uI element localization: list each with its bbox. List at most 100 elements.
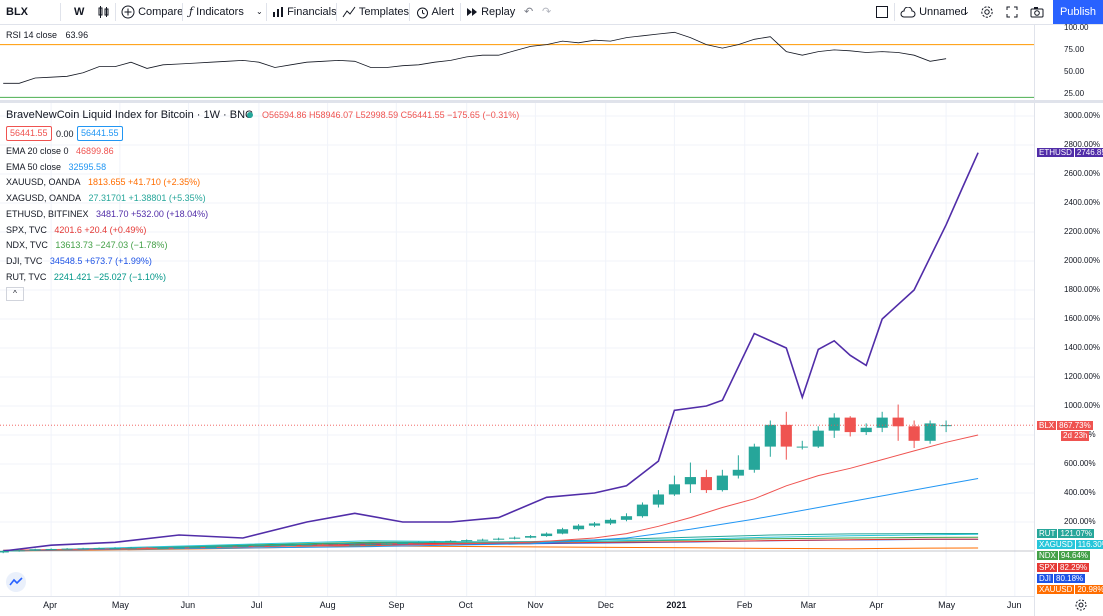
candle-body[interactable]: [892, 417, 904, 427]
candle-body[interactable]: [940, 425, 952, 427]
legend-row[interactable]: ETHUSD, BITFINEX 3481.70 +532.00 (+18.04…: [6, 209, 208, 219]
series-line-ethusd[interactable]: [3, 152, 979, 552]
redo-icon[interactable]: ↷: [542, 6, 552, 18]
candle-body[interactable]: [620, 516, 633, 520]
candle-body[interactable]: [604, 519, 617, 524]
financials-button[interactable]: Financials: [272, 0, 337, 24]
legend-row[interactable]: EMA 50 close 32595.58: [6, 162, 106, 172]
undo-icon[interactable]: ↶: [524, 6, 534, 18]
candle-body[interactable]: [780, 424, 792, 447]
candle-body[interactable]: [429, 541, 441, 543]
candle-body[interactable]: [397, 543, 409, 545]
interval-button[interactable]: W: [74, 6, 85, 18]
candle-body[interactable]: [349, 544, 361, 546]
candle-body[interactable]: [317, 544, 329, 546]
symbol-search[interactable]: BLX: [6, 6, 28, 18]
candle-body[interactable]: [748, 446, 760, 470]
legend-row[interactable]: EMA 20 close 0 46899.86: [6, 146, 114, 156]
sell-price-box[interactable]: 56441.55: [6, 126, 52, 141]
candle-body[interactable]: [445, 540, 457, 542]
candle-body[interactable]: [45, 548, 57, 550]
chart-style-icon[interactable]: [98, 0, 110, 24]
candle-body[interactable]: [716, 475, 728, 491]
candle-body[interactable]: [524, 536, 537, 538]
candle-body[interactable]: [700, 477, 712, 491]
indicators-button[interactable]: ƒ Indicators: [189, 0, 244, 24]
candle-body[interactable]: [828, 417, 840, 431]
tradingview-logo[interactable]: [6, 572, 26, 592]
candle-body[interactable]: [509, 537, 521, 539]
publish-button[interactable]: Publish: [1053, 0, 1103, 24]
candle-body[interactable]: [876, 417, 888, 428]
candle-body[interactable]: [13, 550, 25, 552]
candle-body[interactable]: [29, 549, 41, 551]
candle-body[interactable]: [668, 484, 681, 495]
candle-body[interactable]: [0, 551, 9, 553]
legend-row[interactable]: RUT, TVC 2241.421 −25.027 (−1.10%): [6, 272, 166, 282]
candle-body[interactable]: [540, 533, 553, 537]
fullscreen-icon[interactable]: [1006, 0, 1018, 24]
series-line-ndx[interactable]: [3, 536, 979, 552]
collapse-legend-button[interactable]: ^: [6, 287, 24, 301]
candle-body[interactable]: [221, 546, 233, 548]
candle-body[interactable]: [764, 424, 776, 447]
candle-body[interactable]: [285, 544, 297, 546]
candle-body[interactable]: [205, 546, 217, 548]
chevron-down-icon[interactable]: ⌄: [256, 7, 263, 16]
series-line-rut[interactable]: [3, 533, 979, 552]
fullscreen-square-icon[interactable]: [876, 0, 888, 24]
candle-body[interactable]: [812, 430, 824, 447]
candle-body[interactable]: [477, 539, 489, 541]
candle-body[interactable]: [924, 423, 936, 441]
legend-row[interactable]: XAUUSD, OANDA 1813.655 +41.710 (+2.35%): [6, 177, 200, 187]
candle-body[interactable]: [572, 525, 585, 530]
series-line-ema-50[interactable]: [3, 478, 979, 551]
templates-button[interactable]: Templates: [342, 0, 409, 24]
candle-body[interactable]: [237, 545, 249, 547]
candle-body[interactable]: [588, 523, 601, 526]
candle-body[interactable]: [125, 547, 137, 549]
candle-body[interactable]: [381, 543, 393, 545]
legend-row[interactable]: NDX, TVC 13613.73 −247.03 (−1.78%): [6, 240, 167, 250]
candle-body[interactable]: [908, 426, 920, 441]
compare-button[interactable]: Compare: [121, 0, 183, 24]
candle-body[interactable]: [461, 540, 473, 542]
candle-body[interactable]: [365, 544, 377, 546]
candle-body[interactable]: [796, 446, 808, 448]
candle-body[interactable]: [493, 538, 505, 540]
candle-body[interactable]: [556, 529, 569, 534]
candle-body[interactable]: [189, 547, 201, 549]
candle-body[interactable]: [301, 544, 313, 546]
camera-icon[interactable]: [1030, 0, 1044, 24]
candle-body[interactable]: [93, 548, 105, 550]
candle-body[interactable]: [61, 548, 73, 550]
settings-icon[interactable]: [1074, 598, 1088, 612]
candle-body[interactable]: [684, 477, 696, 485]
gear-icon[interactable]: [980, 0, 994, 24]
candle-body[interactable]: [844, 417, 856, 433]
candle-body[interactable]: [109, 548, 121, 550]
layout-button[interactable]: Unnamed: [900, 0, 967, 24]
legend-row[interactable]: DJI, TVC 34548.5 +673.7 (+1.99%): [6, 256, 152, 266]
candle-body[interactable]: [636, 504, 649, 517]
replay-button[interactable]: Replay: [466, 0, 515, 24]
pane-divider[interactable]: [0, 100, 1103, 103]
candle-body[interactable]: [253, 545, 265, 547]
candle-body[interactable]: [141, 547, 153, 549]
rsi-line[interactable]: [3, 31, 947, 84]
candle-body[interactable]: [652, 494, 665, 505]
candle-body[interactable]: [269, 545, 281, 547]
legend-row[interactable]: XAGUSD, OANDA 27.31701 +1.38801 (+5.35%): [6, 193, 206, 203]
legend-row[interactable]: SPX, TVC 4201.6 +20.4 (+0.49%): [6, 225, 146, 235]
series-line-ema-20[interactable]: [3, 434, 979, 551]
candle-body[interactable]: [77, 548, 89, 550]
candle-body[interactable]: [333, 544, 345, 546]
buy-price-box[interactable]: 56441.55: [77, 126, 123, 141]
alert-button[interactable]: Alert: [416, 0, 454, 24]
candle-body[interactable]: [157, 547, 169, 549]
candle-body[interactable]: [413, 542, 425, 544]
candle-body[interactable]: [860, 427, 872, 433]
candle-body[interactable]: [173, 547, 185, 549]
chevron-down-icon[interactable]: ⌄: [963, 7, 970, 16]
series-line-xagusd[interactable]: [3, 533, 979, 552]
